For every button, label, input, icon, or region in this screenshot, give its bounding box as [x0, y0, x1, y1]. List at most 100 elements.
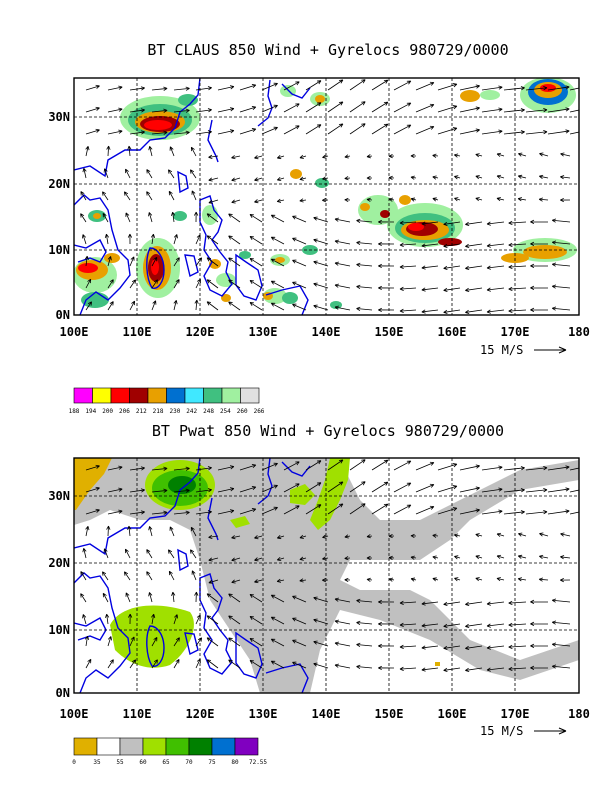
- wind-arrow: [371, 123, 389, 135]
- wind-arrow: [173, 466, 190, 471]
- wind-arrow: [270, 594, 285, 603]
- wind-arrow: [388, 197, 395, 202]
- wind-arrow: [486, 243, 505, 248]
- wind-arrow: [496, 174, 505, 179]
- panel1-wind-vectors: [80, 79, 579, 315]
- wind-arrow: [371, 503, 389, 515]
- lon-label: 170E: [501, 707, 530, 721]
- wind-arrow: [292, 303, 307, 311]
- colorbar-swatch: [221, 387, 241, 404]
- wind-arrow: [148, 146, 153, 157]
- wind-arrow: [299, 534, 307, 539]
- wind-arrow: [388, 175, 395, 180]
- wind-arrow: [173, 234, 178, 245]
- wind-arrow: [378, 285, 395, 291]
- wind-arrow: [475, 577, 483, 582]
- wind-arrow: [459, 106, 480, 113]
- wind-arrow: [486, 667, 505, 672]
- wind-arrow: [270, 280, 285, 289]
- wind-arrow: [551, 262, 571, 267]
- wind-arrow: [217, 129, 235, 135]
- wind-arrow: [195, 658, 201, 669]
- wind-arrow: [173, 279, 180, 289]
- wind-arrow: [432, 153, 439, 158]
- wind-arrow: [292, 237, 307, 245]
- panel1-frame: [73, 77, 580, 316]
- wind-arrow: [124, 548, 131, 559]
- wind-arrow: [107, 279, 114, 289]
- wind-arrow: [84, 255, 89, 267]
- wind-arrow: [415, 483, 435, 493]
- lon-label: 180: [568, 707, 590, 721]
- wind-arrow: [465, 623, 483, 629]
- wind-arrow: [443, 601, 461, 607]
- lat-label-10n: 10N: [48, 623, 70, 637]
- wind-arrow: [231, 199, 241, 204]
- wind-arrow: [107, 659, 114, 669]
- wind-arrow: [378, 621, 395, 627]
- wind-arrow: [569, 109, 579, 113]
- wind-arrow: [129, 636, 135, 647]
- wind-arrow: [102, 191, 109, 201]
- panel2-coastline: [74, 458, 311, 693]
- wind-arrow: [206, 659, 219, 669]
- wind-arrow: [366, 175, 373, 181]
- wind-arrow: [410, 197, 417, 202]
- wind-arrow: [349, 481, 366, 493]
- wind-arrow: [378, 219, 395, 225]
- wind-arrow: [195, 130, 212, 135]
- wind-arrow: [305, 482, 322, 493]
- wind-arrow: [421, 287, 439, 292]
- wind-arrow: [208, 557, 219, 562]
- wind-arrow: [254, 199, 263, 204]
- wind-arrow: [530, 219, 549, 224]
- wind-arrow: [129, 86, 145, 91]
- wind-arrow: [107, 256, 112, 267]
- wind-arrow: [261, 82, 278, 91]
- wind-arrow: [283, 125, 300, 135]
- panel2-colorbar: 0 35 55 60 65 70 75 80 72.55: [72, 737, 267, 766]
- wind-arrow: [276, 557, 285, 562]
- colorbar-swatch: [119, 737, 144, 756]
- wind-arrow: [437, 507, 458, 515]
- lon-label: 180: [568, 325, 590, 339]
- wind-arrow: [85, 106, 100, 113]
- wind-arrow: [217, 465, 235, 471]
- wind-arrow: [173, 614, 179, 625]
- wind-arrow: [171, 591, 176, 603]
- wind-arrow: [129, 256, 135, 267]
- wind-arrow: [508, 242, 527, 248]
- wind-arrow: [415, 505, 435, 515]
- panel2-scale-vector: 15 M/S: [480, 724, 567, 738]
- panel2-pwat-shading: [74, 458, 579, 693]
- wind-arrow: [106, 145, 111, 157]
- colorbar-label: 254: [220, 408, 231, 415]
- wind-arrow: [151, 466, 168, 471]
- lon-label: 110E: [123, 707, 152, 721]
- wind-arrow: [148, 212, 153, 223]
- wind-arrow: [206, 213, 219, 223]
- wind-arrow: [508, 644, 527, 650]
- wind-arrow: [231, 579, 241, 584]
- wind-arrow: [503, 466, 525, 471]
- wind-arrow: [371, 481, 389, 493]
- lon-label: 100E: [60, 707, 89, 721]
- wind-arrow: [151, 256, 158, 267]
- wind-arrow: [378, 307, 395, 313]
- panel2-lat-labels: 30N 20N 10N 0N: [48, 489, 70, 700]
- wind-arrow: [254, 579, 263, 584]
- wind-arrow: [146, 549, 153, 559]
- wind-arrow: [356, 598, 373, 603]
- wind-arrow: [249, 637, 263, 647]
- lat-label-30n: 30N: [48, 489, 70, 503]
- wind-arrow: [169, 526, 175, 537]
- wind-arrow: [475, 175, 483, 180]
- wind-arrow: [191, 570, 197, 581]
- wind-arrow: [261, 506, 278, 515]
- wind-arrow: [503, 510, 525, 515]
- wind-arrow: [194, 591, 199, 603]
- wind-arrow: [270, 214, 285, 223]
- wind-arrow: [517, 174, 527, 179]
- colorbar-label: 65: [162, 759, 170, 766]
